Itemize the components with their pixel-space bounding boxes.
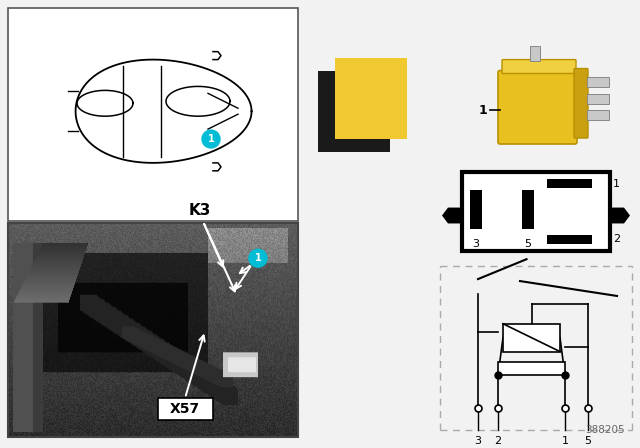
Bar	[158, 398, 213, 420]
Bar	[8, 224, 298, 437]
Bar	[522, 190, 534, 229]
Bar	[547, 179, 592, 188]
Text: 3: 3	[472, 239, 479, 250]
Text: 388205: 388205	[586, 425, 625, 435]
Polygon shape	[610, 207, 630, 224]
Text: 2: 2	[495, 436, 502, 446]
Text: 5: 5	[584, 436, 591, 446]
Bar	[530, 46, 540, 60]
Bar	[587, 78, 609, 87]
Text: 1: 1	[478, 104, 487, 117]
Circle shape	[202, 130, 220, 148]
Bar	[547, 235, 592, 244]
Text: 2: 2	[613, 234, 620, 244]
Circle shape	[249, 249, 267, 267]
Bar	[587, 95, 609, 104]
Text: K3: K3	[189, 203, 211, 219]
Bar	[498, 362, 565, 375]
Text: 1: 1	[207, 134, 214, 144]
Bar	[470, 190, 482, 229]
Text: 1: 1	[561, 436, 568, 446]
Text: 1: 1	[255, 253, 261, 263]
Text: 1: 1	[613, 179, 620, 189]
Text: 3: 3	[474, 436, 481, 446]
Text: 5: 5	[525, 239, 531, 250]
Bar	[8, 8, 298, 221]
FancyBboxPatch shape	[498, 70, 577, 144]
Polygon shape	[442, 207, 462, 224]
FancyBboxPatch shape	[574, 69, 588, 138]
Bar	[587, 110, 609, 120]
Bar	[503, 324, 560, 352]
Text: X57: X57	[170, 402, 200, 416]
FancyBboxPatch shape	[502, 60, 576, 73]
Bar	[335, 58, 407, 139]
Bar	[462, 172, 610, 251]
Bar	[318, 70, 390, 152]
